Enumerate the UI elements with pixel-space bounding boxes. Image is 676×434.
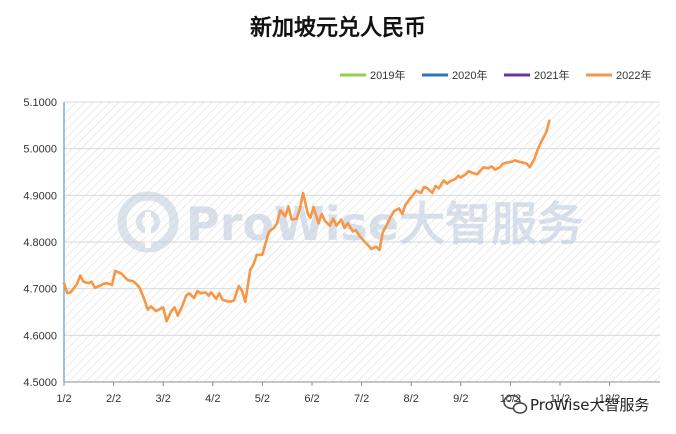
x-tick-label: 11/2 xyxy=(550,393,571,405)
x-tick-label: 1/2 xyxy=(56,393,71,405)
watermark: ProWise大智服务 xyxy=(117,191,583,253)
x-tick-label: 7/2 xyxy=(354,393,369,405)
x-tick-label: 2/2 xyxy=(106,393,121,405)
axes xyxy=(63,102,660,386)
x-tick-label: 3/2 xyxy=(156,393,171,405)
y-tick-label: 5.0000 xyxy=(23,144,57,156)
x-tick-label: 5/2 xyxy=(255,393,270,405)
legend-item: 2021年 xyxy=(504,68,569,82)
source-badge-text: ProWise大智服务 xyxy=(530,396,650,414)
x-tick-label: 4/2 xyxy=(205,393,220,405)
prowise-logo-icon xyxy=(117,191,179,253)
legend-label: 2022年 xyxy=(616,68,651,82)
legend-item: 2022年 xyxy=(586,68,651,82)
legend-item: 2020年 xyxy=(422,68,487,82)
legend-item: 2019年 xyxy=(340,68,405,82)
y-tick-label: 4.8000 xyxy=(23,237,57,249)
y-tick-label: 4.9000 xyxy=(23,190,57,202)
y-tick-label: 4.7000 xyxy=(23,284,57,296)
x-tick-labels: 1/2 2/2 3/2 4/2 5/2 6/2 7/2 8/2 9/2 10/2 11/2 12/2 xyxy=(56,393,620,405)
x-tick-label: 9/2 xyxy=(453,393,468,405)
legend-label: 2021年 xyxy=(534,68,569,82)
x-tick-label: 12/2 xyxy=(599,393,620,405)
wechat-icon xyxy=(503,394,528,414)
gridlines xyxy=(64,101,660,336)
series-lines xyxy=(62,119,551,323)
legend-label: 2020年 xyxy=(452,68,487,82)
legend: 2019年 2020年 2021年 2022年 xyxy=(340,68,651,82)
y-tick-label: 5.1000 xyxy=(23,97,57,109)
x-tick-label: 6/2 xyxy=(304,393,319,405)
watermark-text: ProWise大智服务 xyxy=(186,197,583,251)
source-badge: ProWise大智服务 xyxy=(503,394,650,414)
y-tick-labels: 4.5000 4.6000 4.7000 4.8000 4.9000 5.0000 5.10… xyxy=(23,97,57,389)
chart-title: 新加坡元兑人民币 xyxy=(250,15,426,41)
y-tick-label: 4.6000 xyxy=(23,330,57,342)
legend-label: 2019年 xyxy=(370,68,405,82)
series-line xyxy=(62,119,551,323)
x-tick-label: 8/2 xyxy=(404,393,419,405)
y-tick-label: 4.5000 xyxy=(23,377,57,389)
